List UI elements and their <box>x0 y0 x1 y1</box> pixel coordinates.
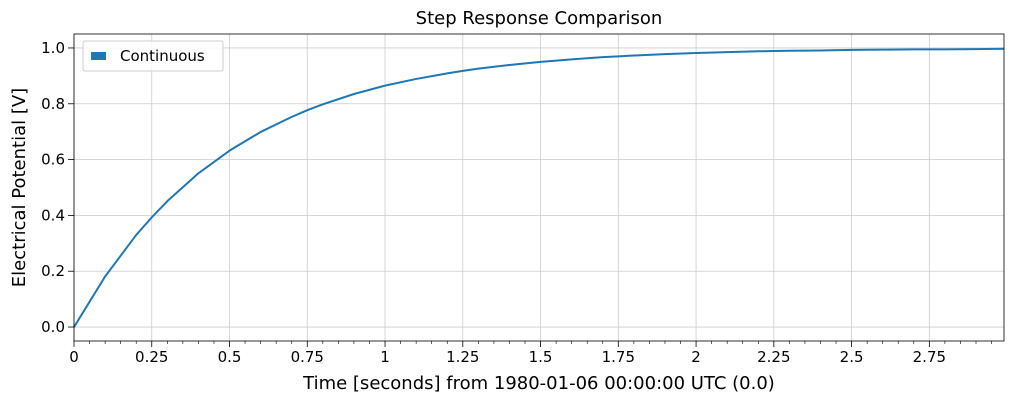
x-tick-label: 2.75 <box>913 348 946 366</box>
y-tick-label: 0.4 <box>41 206 65 224</box>
grid <box>73 34 1004 341</box>
y-tick-label: 0.0 <box>41 318 65 336</box>
legend-label: Continuous <box>120 47 205 65</box>
y-tick-label: 0.2 <box>41 262 65 280</box>
legend: Continuous <box>82 40 224 72</box>
x-tick-label: 2.5 <box>840 348 864 366</box>
x-tick-label: 1.75 <box>602 348 635 366</box>
x-tick-label: 0.75 <box>291 348 324 366</box>
y-tick-label: 0.8 <box>41 95 65 113</box>
axes: 0 0.25 0.5 0.75 1 1.25 1.5 1.75 2 2.25 2.5 2.75 0.0 0… <box>41 39 992 366</box>
x-axis-title: Time [seconds] from 1980-01-06 00:00:00 … <box>302 373 775 394</box>
x-tick-label: 1.25 <box>446 348 479 366</box>
legend-swatch <box>91 52 106 60</box>
series-line-continuous <box>73 47 1005 328</box>
x-tick-label: 2.25 <box>757 348 790 366</box>
y-axis-title: Electrical Potential [V] <box>9 88 30 287</box>
x-tick-label: 1 <box>380 348 390 366</box>
plot-frame <box>73 33 1005 342</box>
legend-box <box>82 40 224 72</box>
x-tick-label: 2 <box>691 348 701 366</box>
x-tick-label: 0.5 <box>218 348 242 366</box>
y-tick-label: 0.6 <box>41 151 65 169</box>
x-tick-label: 1.5 <box>529 348 553 366</box>
chart-title: Step Response Comparison <box>416 8 663 29</box>
x-tick-label: 0.25 <box>135 348 168 366</box>
y-tick-label: 1.0 <box>41 39 65 57</box>
series-layer <box>73 47 1005 328</box>
x-tick-label: 0 <box>69 348 79 366</box>
